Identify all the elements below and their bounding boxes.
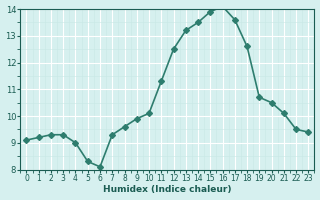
X-axis label: Humidex (Indice chaleur): Humidex (Indice chaleur) bbox=[103, 185, 232, 194]
